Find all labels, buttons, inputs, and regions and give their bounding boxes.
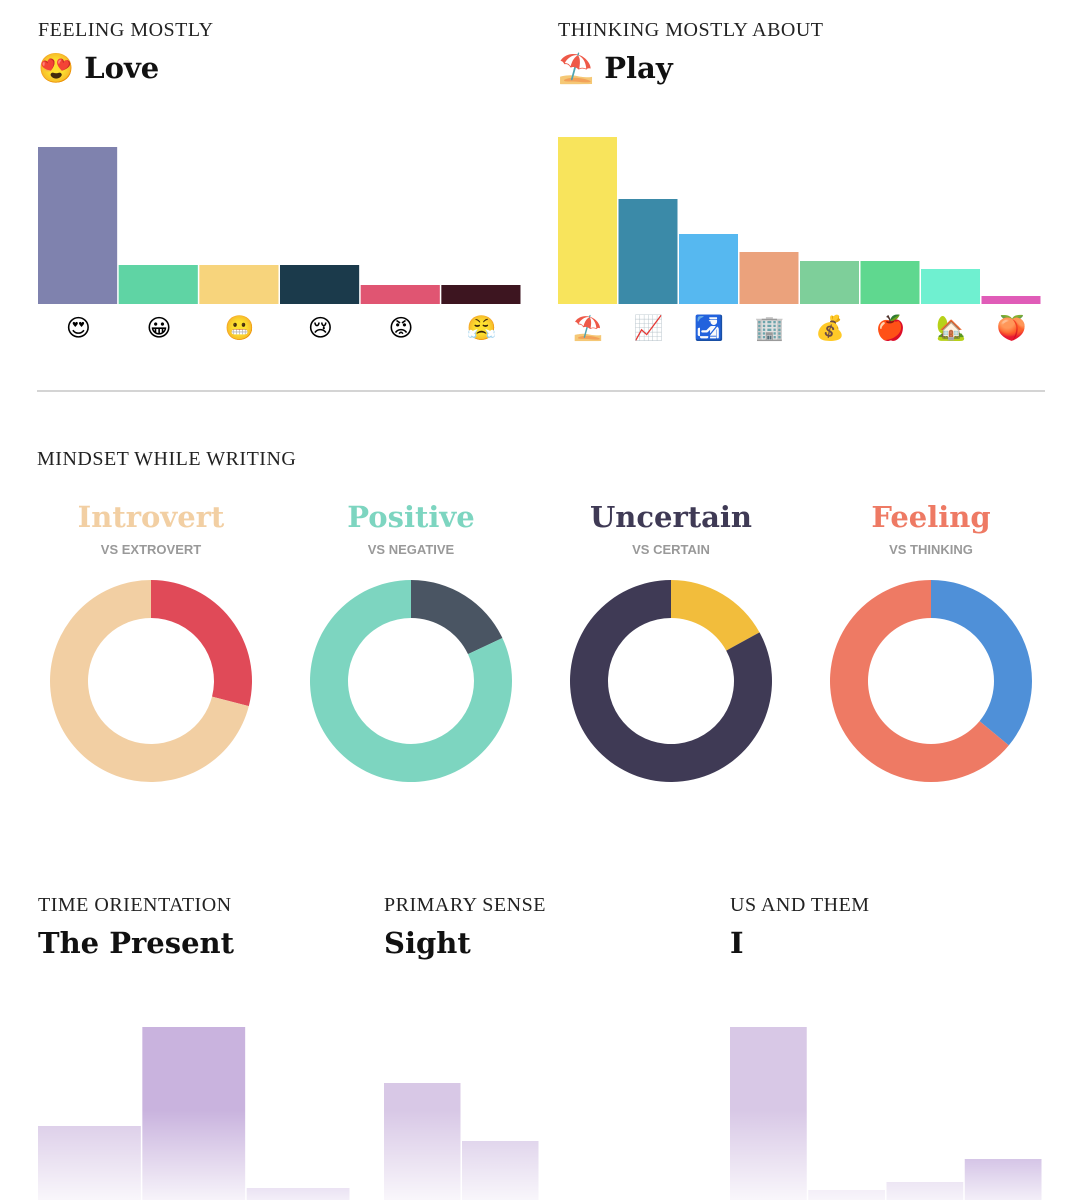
section-heading: MINDSET WHILE WRITING [37,448,296,470]
bar [679,234,738,304]
x-tick-label: 🛃 [694,314,724,342]
donut-segment [671,580,760,651]
donut-segment [49,580,249,783]
donut-segment [830,580,1009,782]
chart-title: The Present [38,926,235,960]
bar [921,269,980,304]
donut-title: Introvert [78,500,225,534]
chart-title: Sight [384,926,471,960]
chart-label: THINKING MOSTLY ABOUT [558,19,824,41]
donut-segment [411,580,503,655]
x-tick-label: 😤 [467,314,497,342]
donut-subtitle: VS THINKING [889,542,973,557]
donut-segment [151,580,253,707]
x-tick-label: 😡 [388,314,413,342]
bar [199,265,279,304]
x-tick-label: 💰 [815,314,845,342]
chart-title: I [730,926,744,960]
bar [38,147,118,304]
bar [618,199,678,304]
x-tick-label: 🍑 [997,314,1027,342]
x-tick-label: 😍 [66,314,91,342]
donut-segment [310,580,512,782]
bar [981,296,1041,304]
bar [739,252,799,304]
donut-subtitle: VS NEGATIVE [368,542,455,557]
x-tick-label: ⛱️ [573,314,603,342]
donut-title: Uncertain [590,500,752,534]
bar [441,285,521,304]
donut-title: Positive [347,500,474,534]
donut-segment [569,580,772,782]
chart-title: 😍 Love [38,51,159,85]
bar [118,265,198,304]
chart-title: ⛱️ Play [558,51,674,85]
bar [800,261,859,304]
x-tick-label: 😬 [225,314,255,342]
x-tick-label: 😢 [308,314,333,342]
bar [558,137,617,304]
donut-subtitle: VS CERTAIN [632,542,710,557]
bar [860,261,920,304]
bar [280,265,360,304]
chart-label: US AND THEM [730,894,870,916]
chart-label: FEELING MOSTLY [38,19,214,41]
x-tick-label: 🍎 [876,313,906,342]
chart-label: PRIMARY SENSE [384,894,546,916]
donut-subtitle: VS EXTROVERT [101,542,201,557]
x-tick-label: 🏢 [755,314,785,342]
bar [360,285,440,304]
donut-title: Feeling [871,500,990,534]
fade-overlay [0,1110,1075,1200]
x-tick-label: 😀 [146,314,171,342]
chart-label: TIME ORIENTATION [38,894,232,916]
x-tick-label: 📈 [634,314,664,342]
donut-segment [931,580,1032,746]
x-tick-label: 🏡 [936,314,966,342]
